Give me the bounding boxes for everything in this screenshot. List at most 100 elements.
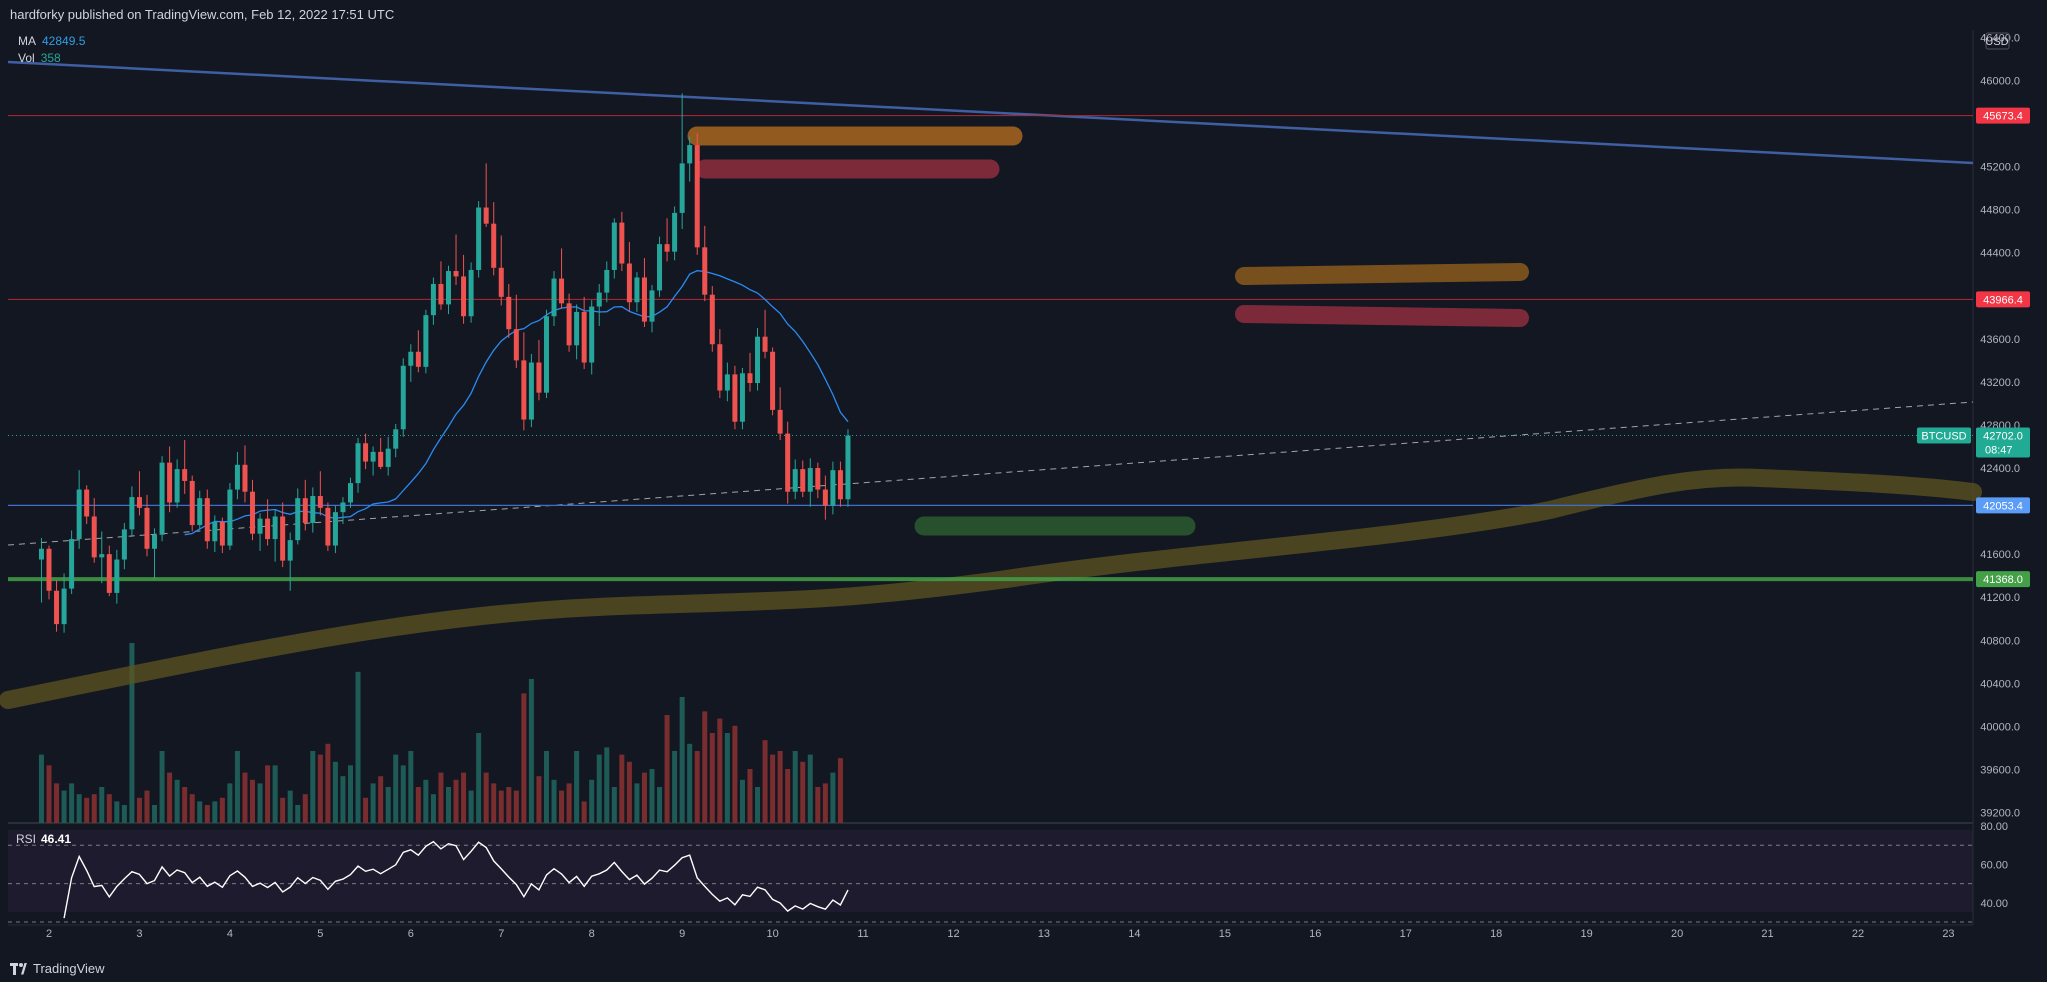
price-tag-text: 42053.4 [1983,500,2023,512]
candle-body [370,451,376,462]
candle-body [54,590,60,625]
candle-body [777,409,783,434]
volume-bar [724,733,730,823]
volume-bar [76,794,82,823]
candle [770,347,776,416]
volume-bar [69,783,75,823]
candle-body [453,271,459,277]
candle [152,528,158,579]
candle [551,271,557,326]
candle [393,423,399,458]
candle [837,461,843,507]
time-tick-label: 18 [1490,928,1502,940]
candle [491,202,497,276]
candles [38,93,851,633]
volume-bar [461,772,467,823]
ma-legend-label: MA [18,34,36,48]
volume-bar [340,776,346,823]
volume-bar [257,783,263,823]
candle-body [574,311,580,346]
rsi-tick-label: 40.00 [1980,898,2008,910]
candle-body [121,529,127,560]
volume-bar [400,765,406,823]
rsi-value: 46.41 [41,832,71,846]
time-tick-label: 23 [1942,928,1954,940]
candle-body [822,489,828,506]
candle [755,328,761,391]
candle [38,538,44,603]
price-axis[interactable]: 46400.0 46000.0 45200.0 44800.0 44400.0 43600… [1980,32,2020,909]
tradingview-icon [10,962,28,975]
candle-body [84,489,90,517]
marker-stroke [1235,305,1529,327]
volume-bar [265,765,271,823]
candle-body [468,269,474,317]
candle [445,265,451,315]
vol-legend-label: Vol [18,51,35,65]
candle [355,437,361,493]
candle-body [317,496,323,508]
volume-bar [174,779,180,823]
volume-bars [38,643,843,823]
volume-bar [543,751,549,823]
candle [438,261,444,310]
volume-bar [739,779,745,823]
currency-box[interactable] [1985,32,2010,50]
volume-bar [566,783,572,823]
candle [664,218,670,262]
candle [136,471,142,516]
candle [310,487,316,533]
volume-bar [38,754,44,823]
candle [679,93,685,230]
volume-bar [747,769,753,823]
volume-bar [408,751,414,823]
volume-bar [755,787,761,823]
volume-bar [212,801,218,823]
volume-bar [54,783,60,823]
candle-body [99,554,105,558]
vol-legend[interactable]: Vol 358 [18,51,61,65]
volume-bar [167,772,173,823]
volume-bar [84,797,90,823]
rsi-band [8,830,1973,912]
time-tick-label: 9 [679,928,685,940]
candle [589,300,595,375]
volume-bar [99,787,105,823]
symbol-tag-bg [1917,427,1971,444]
volume-bar [310,751,316,823]
candle [242,445,248,503]
candle-body [739,373,745,422]
volume-bar [317,754,323,823]
volume-bar [815,787,821,823]
candle [61,573,67,633]
volume-bar [604,747,610,823]
volume-bar [709,733,715,823]
volume-bar [770,754,776,823]
candle [295,488,301,545]
volume-bar [837,758,843,823]
candle [498,235,504,306]
volume-bar [619,754,625,823]
candle-body [513,329,519,361]
candle [46,545,52,600]
ma-legend[interactable]: MA 42849.5 [18,34,85,48]
candle [702,225,708,302]
volume-bar [272,765,278,823]
candle-body [408,351,414,366]
candle [204,489,210,549]
candle-body [363,443,369,462]
candle [54,579,60,632]
volume-bar [649,769,655,823]
time-axis[interactable]: 2 3 4 5 6 7 8 9 10 11 12 13 14 15 16 17 18 19 20 21 22 23 [46,928,1955,940]
time-tick-label: 16 [1309,928,1321,940]
currency-label: USD [1985,36,2008,48]
candle [302,479,308,531]
candle-body [709,294,715,345]
tradingview-logo[interactable]: TradingView [10,961,105,976]
candle [91,498,97,563]
candle [543,309,549,399]
candle [340,497,346,525]
candle [99,531,105,584]
candle-body [596,292,602,307]
